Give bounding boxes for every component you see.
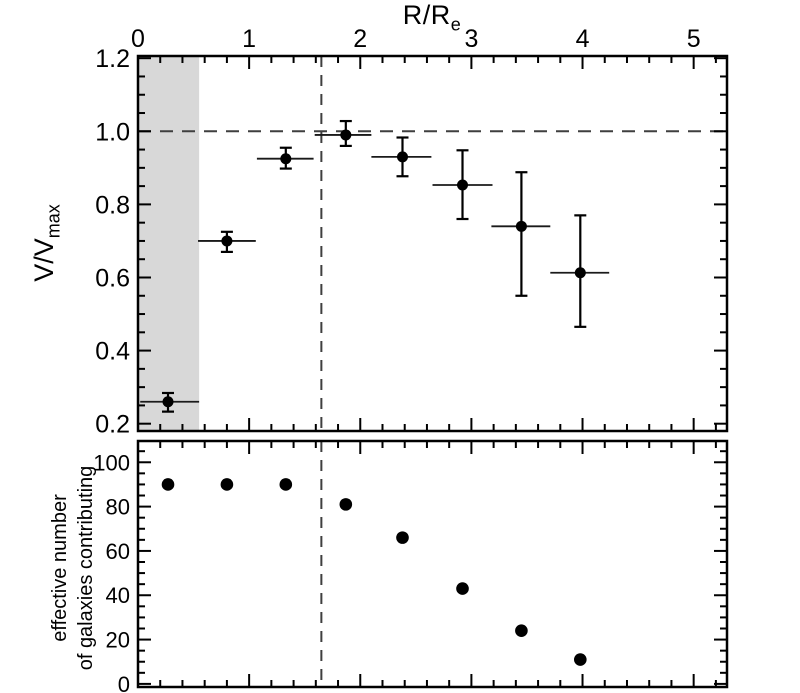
y-tick-label: 0.4 [95, 338, 130, 366]
data-point [220, 478, 234, 491]
data-point [457, 179, 469, 191]
data-point-group [220, 478, 234, 491]
tick-labels: 0 1 2 3 4 5 0.2 0.4 0.6 0.8 1.0 1.2 [95, 25, 700, 439]
top-panel: 0 1 2 3 4 5 0.2 0.4 0.6 0.8 1.0 1.2 [95, 25, 729, 439]
y-tick-label: 40 [106, 583, 130, 608]
data-point [515, 220, 527, 232]
panel-frame [136, 54, 729, 433]
data-point [340, 129, 352, 141]
data-point [574, 653, 587, 666]
data-point-group [161, 478, 175, 491]
y-tick-label: 0.2 [95, 411, 130, 439]
data-point [396, 531, 409, 544]
panel-frame [136, 439, 729, 689]
data-point [280, 153, 292, 165]
y-tick-label: 60 [106, 539, 130, 564]
y-tick-label: 0.6 [95, 264, 130, 292]
y-tick-label: 0 [118, 672, 130, 693]
x-tick-label: 1 [242, 25, 256, 53]
data-point-group [314, 119, 372, 148]
x-tick-label: 3 [464, 25, 478, 53]
x-axis-title: R/Re [132, 0, 732, 35]
data-point-group [550, 214, 610, 328]
x-tick-label: 2 [353, 25, 367, 53]
tick-labels: 0 20 40 60 80 100 [93, 450, 130, 693]
x-tick-label: 0 [131, 25, 145, 53]
data-point-group [140, 391, 200, 413]
axis-ticks [137, 441, 727, 687]
x-axis-title-text: R/R [402, 0, 451, 30]
bottom-panel: 0 20 40 60 80 100 [93, 439, 729, 693]
data-point-group [574, 653, 587, 666]
data-point-group [456, 582, 469, 595]
data-point [396, 151, 408, 163]
data-point [162, 396, 174, 408]
data-point-group [279, 478, 293, 491]
data-point-group [515, 624, 528, 638]
data-point-group [396, 531, 409, 544]
y-tick-label: 20 [106, 628, 130, 653]
data-point [515, 624, 528, 638]
data-point [221, 235, 233, 247]
data-point-group [371, 136, 432, 178]
data-point-group [256, 146, 314, 170]
y-tick-label: 100 [93, 450, 130, 475]
data-point-group [198, 230, 256, 254]
x-tick-label: 4 [576, 25, 590, 53]
data-point [279, 478, 293, 491]
data-point-group [339, 498, 353, 511]
y-tick-label: 1.0 [95, 118, 130, 146]
data-point [574, 267, 586, 279]
data-point [339, 498, 353, 511]
data-point [456, 582, 469, 595]
data-point [161, 478, 175, 491]
data-point-group [491, 171, 551, 297]
y-tick-label: 0.8 [95, 191, 130, 219]
y-tick-label: 80 [106, 495, 130, 520]
shaded-region [138, 56, 200, 431]
x-tick-label: 5 [687, 25, 701, 53]
data-point-group [432, 149, 493, 221]
y-tick-label: 1.2 [95, 45, 130, 73]
x-axis-title-subscript: e [450, 14, 462, 35]
